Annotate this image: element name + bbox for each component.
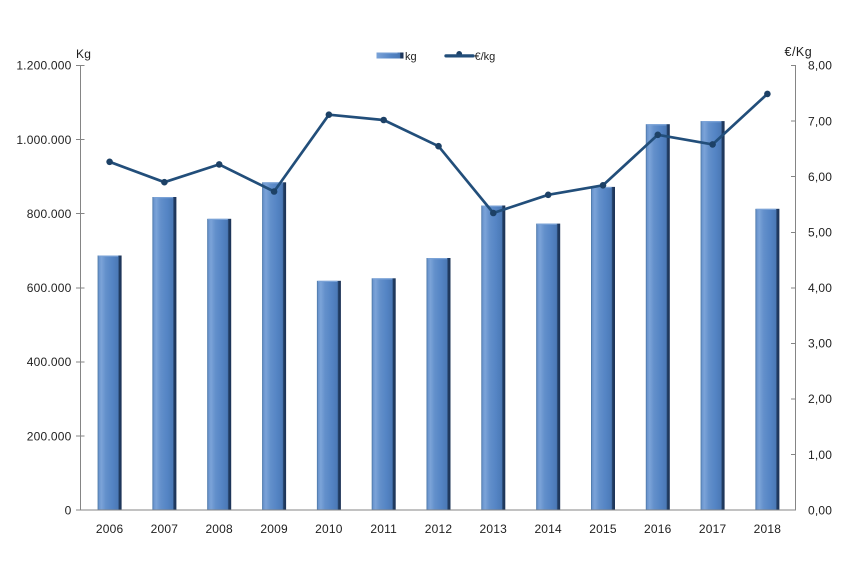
svg-text:400.000: 400.000	[27, 355, 72, 369]
svg-text:7,00: 7,00	[808, 114, 832, 128]
svg-text:1.200.000: 1.200.000	[16, 59, 71, 73]
svg-text:2006: 2006	[96, 522, 124, 536]
svg-text:2011: 2011	[370, 522, 397, 536]
svg-text:6,00: 6,00	[808, 170, 832, 184]
svg-text:€/Kg: €/Kg	[785, 45, 813, 59]
svg-text:2012: 2012	[425, 522, 453, 536]
svg-text:2014: 2014	[534, 522, 562, 536]
svg-text:0,00: 0,00	[808, 503, 832, 517]
svg-text:200.000: 200.000	[27, 429, 72, 443]
svg-text:1.000.000: 1.000.000	[16, 133, 71, 147]
svg-text:2008: 2008	[205, 522, 233, 536]
svg-text:1,00: 1,00	[808, 448, 832, 462]
svg-text:0: 0	[65, 503, 72, 517]
svg-text:3,00: 3,00	[808, 337, 832, 351]
svg-text:2007: 2007	[151, 522, 179, 536]
svg-text:4,00: 4,00	[808, 281, 832, 295]
svg-text:2010: 2010	[315, 522, 343, 536]
svg-text:8,00: 8,00	[808, 59, 832, 73]
svg-text:2017: 2017	[699, 522, 727, 536]
svg-text:Kg: Kg	[76, 47, 91, 61]
svg-text:5,00: 5,00	[808, 226, 832, 240]
svg-text:2009: 2009	[260, 522, 288, 536]
svg-text:600.000: 600.000	[27, 281, 72, 295]
svg-text:800.000: 800.000	[27, 207, 72, 221]
svg-text:2013: 2013	[480, 522, 508, 536]
svg-text:kg: kg	[405, 51, 417, 63]
svg-text:2015: 2015	[589, 522, 617, 536]
svg-text:2,00: 2,00	[808, 392, 832, 406]
svg-text:€/kg: €/kg	[475, 51, 496, 63]
svg-text:2018: 2018	[754, 522, 782, 536]
svg-text:2016: 2016	[644, 522, 672, 536]
